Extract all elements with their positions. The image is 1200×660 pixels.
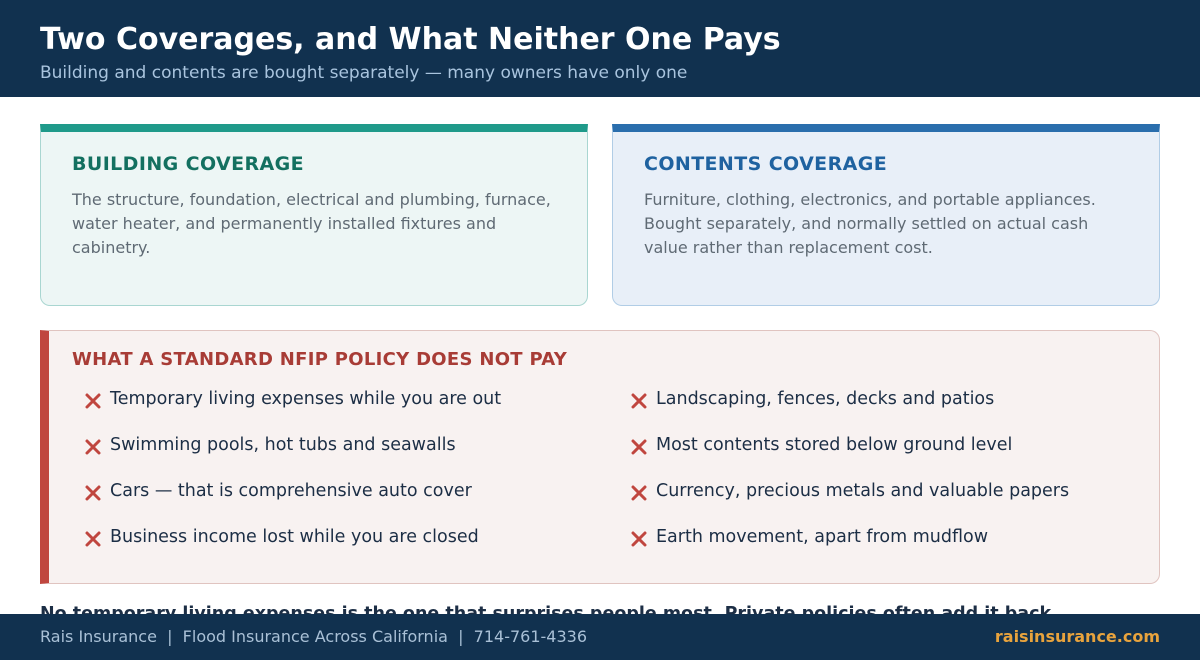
exclusion-item: Business income lost while you are close… [110, 527, 479, 547]
x-icon [85, 439, 101, 455]
exclusions: WHAT A STANDARD NFIP POLICY DOES NOT PAY… [40, 330, 1160, 584]
footer-site[interactable]: raisinsurance.com [994, 627, 1160, 646]
x-icon [631, 531, 647, 547]
exclusions-title: WHAT A STANDARD NFIP POLICY DOES NOT PAY [72, 349, 568, 370]
title: Two Coverages, and What Neither One Pays [40, 22, 781, 57]
exclusion-item: Earth movement, apart from mudflow [656, 527, 989, 547]
exclusion-item: Currency, precious metals and valuable p… [656, 481, 1070, 501]
x-icon [85, 393, 101, 409]
x-icon [85, 531, 101, 547]
x-icon [631, 485, 647, 501]
x-icon [631, 439, 647, 455]
x-icon [85, 485, 101, 501]
card-title: CONTENTS COVERAGE [644, 153, 888, 175]
exclusion-item: Landscaping, fences, decks and patios [656, 389, 995, 409]
subtitle: Building and contents are bought separat… [40, 63, 688, 83]
exclusion-item: Temporary living expenses while you are … [110, 389, 502, 409]
card-body: The structure, foundation, electrical an… [72, 190, 551, 257]
footer: Rais Insurance | Flood Insurance Across … [0, 614, 1200, 660]
card: BUILDING COVERAGE The structure, foundat… [40, 124, 588, 306]
x-icon [631, 393, 647, 409]
header: Two Coverages, and What Neither One Pays… [0, 0, 1200, 97]
card: CONTENTS COVERAGE Furniture, clothing, e… [612, 124, 1160, 306]
exclusion-item: Most contents stored below ground level [656, 435, 1013, 455]
exclusion-item: Cars — that is comprehensive auto cover [110, 481, 472, 501]
card-title: BUILDING COVERAGE [72, 153, 305, 175]
footer-text: Rais Insurance | Flood Insurance Across … [40, 627, 588, 646]
exclusion-item: Swimming pools, hot tubs and seawalls [110, 435, 456, 455]
card-body: Furniture, clothing, electronics, and po… [644, 190, 1096, 257]
